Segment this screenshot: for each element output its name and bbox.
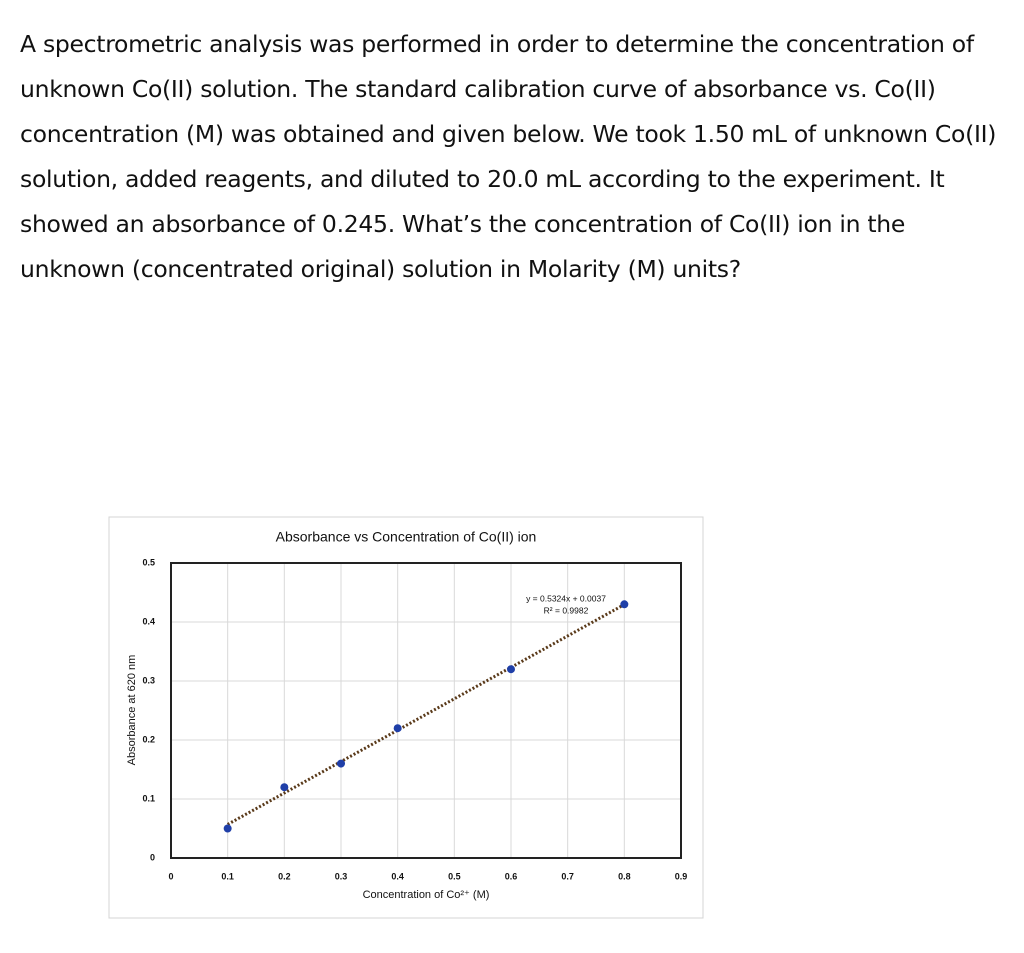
x-tick-label: 0.5 xyxy=(448,871,461,881)
x-tick-label: 0 xyxy=(168,871,173,881)
data-point xyxy=(620,600,629,609)
x-tick-label: 0.8 xyxy=(618,871,631,881)
data-point xyxy=(337,759,345,768)
x-tick-label: 0.7 xyxy=(561,871,574,881)
x-tick-label: 0.1 xyxy=(221,871,234,881)
y-axis-label: Absorbance at 620 nm xyxy=(126,655,138,766)
y-tick-label: 0.4 xyxy=(142,616,155,626)
data-point xyxy=(507,665,515,674)
y-tick-label: 0.1 xyxy=(142,793,155,803)
x-axis-label: Concentration of Co²⁺ (M) xyxy=(363,889,490,901)
data-point xyxy=(393,724,402,733)
chart-title: Absorbance vs Concentration of Co(II) io… xyxy=(276,529,537,545)
chart-frame xyxy=(108,516,704,919)
x-tick-label: 0.4 xyxy=(391,871,404,881)
x-tick-label: 0.9 xyxy=(675,871,688,881)
x-tick-label: 0.3 xyxy=(335,871,348,881)
trendline xyxy=(226,603,626,826)
question-text: A spectrometric analysis was performed i… xyxy=(20,30,997,283)
data-point xyxy=(223,824,232,833)
trendline-annotation: R² = 0.9982 xyxy=(544,605,589,615)
data-point xyxy=(280,783,289,792)
y-tick-label: 0.5 xyxy=(142,557,155,567)
x-tick-label: 0.6 xyxy=(505,871,518,881)
x-tick-label: 0.2 xyxy=(278,871,291,881)
trendline-annotation: y = 0.5324x + 0.0037 xyxy=(526,593,606,603)
y-tick-label: 0 xyxy=(150,852,155,862)
plot-border xyxy=(170,562,682,859)
y-tick-label: 0.3 xyxy=(142,675,155,685)
y-tick-label: 0.2 xyxy=(142,734,155,744)
